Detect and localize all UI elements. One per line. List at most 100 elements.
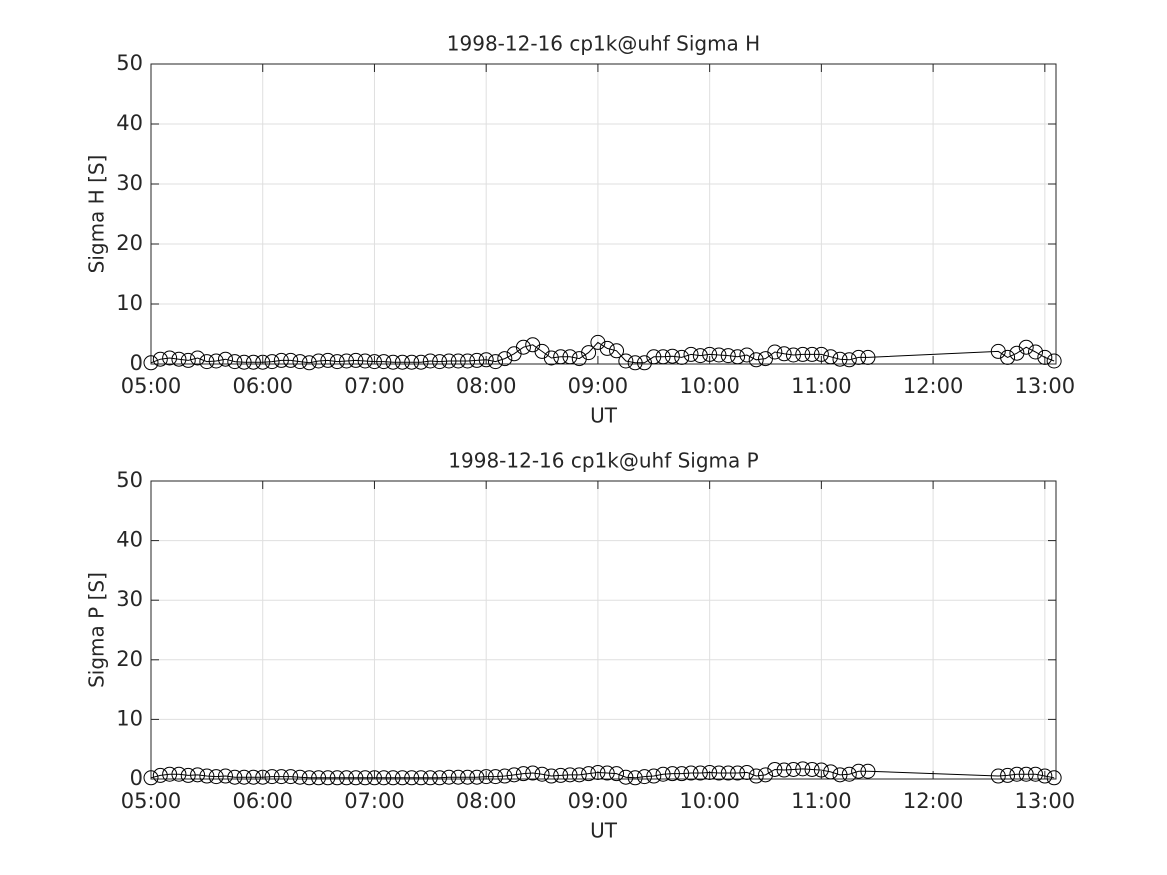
data-point — [143, 770, 159, 786]
data-point — [692, 765, 708, 781]
data-point — [674, 766, 690, 782]
data-point — [180, 767, 196, 783]
data-point — [590, 334, 606, 350]
data-point — [599, 765, 615, 781]
data-point — [990, 768, 1006, 784]
data-point — [320, 770, 336, 786]
data-point — [581, 345, 597, 361]
data-point — [264, 769, 280, 785]
chart-title: 1998-12-16 cp1k@uhf Sigma H — [447, 32, 760, 56]
data-point — [199, 768, 215, 784]
data-point — [832, 767, 848, 783]
data-point — [599, 340, 615, 356]
data-point — [1018, 339, 1034, 355]
data-point — [655, 766, 671, 782]
data-point — [506, 767, 522, 783]
data-point — [432, 770, 448, 786]
data-point — [329, 770, 345, 786]
data-point — [627, 355, 643, 371]
data-point — [813, 762, 829, 778]
data-point — [795, 346, 811, 362]
plot-area — [151, 481, 1056, 779]
data-point — [646, 349, 662, 365]
data-point — [1028, 344, 1044, 360]
x-tick-label: 09:00 — [568, 789, 629, 813]
data-point — [460, 769, 476, 785]
data-point — [292, 769, 308, 785]
data-point — [450, 353, 466, 369]
data-point — [348, 352, 364, 368]
data-point — [190, 350, 206, 366]
data-point — [227, 354, 243, 370]
x-tick-label: 07:00 — [344, 789, 405, 813]
data-point — [1000, 767, 1016, 783]
data-point — [143, 355, 159, 371]
y-axis-label: Sigma P [S] — [85, 572, 109, 688]
data-point — [711, 765, 727, 781]
data-point — [767, 761, 783, 777]
data-point — [236, 769, 252, 785]
data-point — [152, 767, 168, 783]
data-point — [553, 349, 569, 365]
data-point — [301, 770, 317, 786]
data-point — [311, 353, 327, 369]
y-tick-label: 0 — [130, 351, 143, 375]
x-tick-label: 11:00 — [791, 374, 852, 398]
data-point — [487, 354, 503, 370]
data-point — [832, 351, 848, 367]
data-point — [217, 768, 233, 784]
data-point — [245, 769, 261, 785]
data-point — [823, 764, 839, 780]
axes-box — [150, 63, 1057, 365]
data-point — [432, 354, 448, 370]
data-point — [823, 349, 839, 365]
y-tick-label: 30 — [116, 171, 143, 195]
data-point — [702, 346, 718, 362]
y-tick-label: 50 — [116, 468, 143, 492]
data-point — [441, 769, 457, 785]
data-point — [450, 769, 466, 785]
data-point — [1037, 768, 1053, 784]
data-point — [609, 343, 625, 359]
data-point — [804, 761, 820, 777]
data-point — [404, 770, 420, 786]
data-point — [730, 765, 746, 781]
data-point — [851, 349, 867, 365]
data-point — [785, 347, 801, 363]
x-tick-label: 10:00 — [679, 374, 740, 398]
x-tick-label: 13:00 — [1015, 789, 1076, 813]
data-point — [785, 761, 801, 777]
x-tick-label: 08:00 — [456, 789, 517, 813]
data-point — [422, 770, 438, 786]
data-point — [692, 348, 708, 364]
x-tick-label: 08:00 — [456, 374, 517, 398]
data-point — [581, 766, 597, 782]
data-point — [376, 770, 392, 786]
data-point — [860, 763, 876, 779]
data-point — [562, 767, 578, 783]
chart-title: 1998-12-16 cp1k@uhf Sigma P — [448, 449, 758, 473]
data-point — [227, 769, 243, 785]
data-point — [441, 353, 457, 369]
data-point — [385, 354, 401, 370]
data-point — [422, 353, 438, 369]
data-point — [469, 769, 485, 785]
data-point — [357, 353, 373, 369]
data-point — [1046, 353, 1062, 369]
data-point — [264, 354, 280, 370]
data-point — [730, 349, 746, 365]
data-point — [320, 352, 336, 368]
data-point — [515, 339, 531, 355]
data-point — [357, 770, 373, 786]
y-tick-label: 40 — [116, 111, 143, 135]
data-point — [497, 351, 513, 367]
data-point — [543, 768, 559, 784]
data-point — [1028, 766, 1044, 782]
x-tick-label: 12:00 — [903, 374, 964, 398]
plot-area — [151, 64, 1056, 364]
data-point — [795, 761, 811, 777]
data-point — [162, 350, 178, 366]
data-point — [851, 763, 867, 779]
data-point — [683, 346, 699, 362]
data-point — [152, 351, 168, 367]
